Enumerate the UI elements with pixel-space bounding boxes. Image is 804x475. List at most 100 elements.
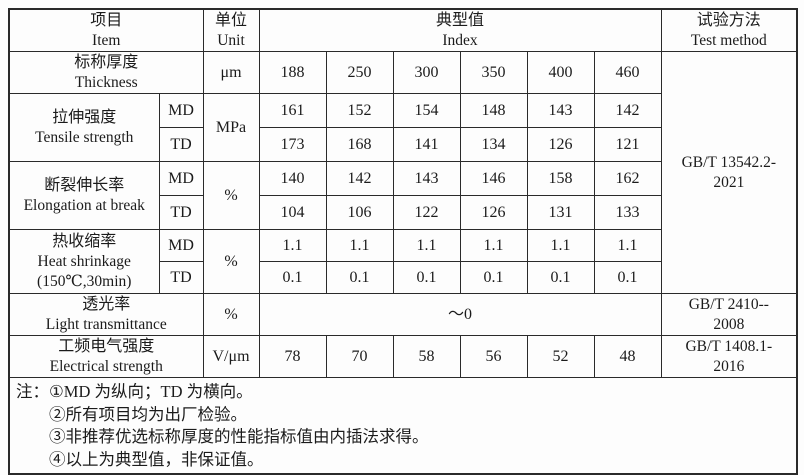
elongation-md-value: 143 (392, 161, 461, 197)
elongation-td-value: 133 (593, 195, 662, 231)
elongation-td-value: 122 (392, 195, 461, 231)
transmittance-label-en: Light transmittance (45, 315, 167, 333)
electrical-value: 78 (258, 335, 327, 379)
group-test-method: GB/T 13542.2- 2021 (660, 51, 798, 295)
tensile-td-value: 168 (325, 127, 394, 163)
shrinkage-td-row: TD 0.1 0.1 0.1 0.1 0.1 0.1 (9, 261, 797, 295)
shrinkage-label-en: Heat shrinkage (37, 253, 131, 271)
tensile-md-row: 拉伸强度 Tensile strength MD MPa 161 152 154… (8, 93, 797, 163)
tensile-md-value: 142 (593, 93, 662, 129)
thickness-label: 标称厚度 Thickness (8, 51, 204, 95)
shrinkage-md-value: 1.1 (392, 229, 461, 263)
shrinkage-md-value: 1.1 (593, 229, 662, 263)
shrinkage-md-value: 1.1 (459, 229, 528, 263)
spec-table: 项目 Item 单位 Unit 典型值 Index 试验方法 Test meth… (8, 8, 799, 475)
transmittance-row: 透光率 Light transmittance % ～0 GB/T 2410--… (8, 293, 798, 337)
electrical-unit: V/μm (202, 335, 260, 379)
elongation-td-value: 131 (526, 195, 595, 231)
elongation-label: 断裂伸长率 Elongation at break (8, 161, 160, 231)
tensile-label: 拉伸强度 Tensile strength (8, 93, 160, 163)
shrinkage-td-value: 0.1 (325, 261, 394, 295)
transmittance-unit: % (202, 293, 260, 337)
transmittance-label: 透光率 Light transmittance (8, 293, 204, 337)
shrinkage-td-value: 0.1 (459, 261, 528, 295)
header-index-zh: 典型值 (436, 12, 485, 29)
header-test-method: 试验方法 Test method (660, 8, 798, 53)
elongation-md-value: 142 (325, 161, 394, 197)
thickness-unit: μm (202, 51, 260, 95)
electrical-test-method: GB/T 1408.1- 2016 (660, 335, 798, 379)
notes-label: 注： (16, 382, 49, 402)
header-method-en: Test method (690, 31, 767, 49)
electrical-value: 52 (526, 335, 595, 379)
elongation-label-en: Elongation at break (23, 196, 145, 214)
thickness-value: 350 (459, 51, 528, 95)
elongation-md-value: 146 (459, 161, 528, 197)
note-item: ②所有项目均为出厂检验。 (49, 404, 247, 424)
elongation-md-value: 162 (593, 161, 662, 197)
thickness-value: 250 (325, 51, 394, 95)
shrinkage-md-row: 热收缩率 Heat shrinkage (150℃,30min) MD % 1.… (8, 229, 797, 295)
electrical-label-zh: 工频电气强度 (58, 338, 155, 356)
transmittance-label-zh: 透光率 (82, 296, 131, 314)
shrinkage-td-dir: TD (158, 261, 204, 295)
tensile-md-dir: MD (158, 93, 204, 129)
shrinkage-td-value: 0.1 (593, 261, 662, 295)
tensile-md-value: 154 (392, 93, 461, 129)
thickness-row: 标称厚度 Thickness μm 188 250 300 350 400 46… (8, 51, 798, 295)
thickness-value: 188 (258, 51, 327, 95)
shrinkage-md-value: 1.1 (325, 229, 394, 263)
tensile-td-dir: TD (158, 127, 204, 163)
shrinkage-label-zh: 热收缩率 (52, 233, 117, 251)
tensile-md-value: 143 (526, 93, 595, 129)
shrinkage-md-value: 1.1 (526, 229, 595, 263)
shrinkage-label: 热收缩率 Heat shrinkage (150℃,30min) (8, 229, 160, 295)
header-unit-en: Unit (217, 31, 245, 49)
elongation-td-dir: TD (158, 195, 204, 231)
tensile-md-value: 152 (325, 93, 394, 129)
electrical-label: 工频电气强度 Electrical strength (8, 335, 204, 379)
thickness-value: 300 (392, 51, 461, 95)
electrical-value: 58 (392, 335, 461, 379)
tensile-label-en: Tensile strength (35, 128, 134, 146)
elongation-md-dir: MD (158, 161, 204, 197)
note-item: ③非推荐优选标称厚度的性能指标值由内插法求得。 (49, 427, 429, 447)
shrinkage-label-condition: (150℃,30min) (37, 272, 132, 290)
thickness-value: 400 (526, 51, 595, 95)
shrinkage-md-dir: MD (158, 229, 204, 263)
shrinkage-td-value: 0.1 (526, 261, 595, 295)
header-row: 项目 Item 单位 Unit 典型值 Index 试验方法 Test meth… (8, 8, 798, 53)
header-index: 典型值 Index (258, 8, 662, 53)
tensile-td-value: 126 (526, 127, 595, 163)
electrical-row: 工频电气强度 Electrical strength V/μm 78 70 58… (8, 335, 798, 379)
tensile-md-value: 161 (258, 93, 327, 129)
tensile-unit: MPa (202, 93, 260, 163)
electrical-value: 48 (593, 335, 662, 379)
header-index-en: Index (442, 31, 478, 49)
elongation-td-row: TD 104 106 122 126 131 133 (9, 195, 797, 231)
header-unit: 单位 Unit (202, 8, 260, 53)
electrical-value: 70 (325, 335, 394, 379)
transmittance-value: ～0 (258, 293, 662, 337)
datasheet: 项目 Item 单位 Unit 典型值 Index 试验方法 Test meth… (8, 8, 799, 475)
tensile-td-value: 173 (258, 127, 327, 163)
header-item: 项目 Item (8, 8, 204, 53)
elongation-md-value: 140 (258, 161, 327, 197)
note-item: ④以上为典型值，非保证值。 (49, 449, 264, 469)
shrinkage-md-value: 1.1 (258, 229, 327, 263)
tensile-td-value: 121 (593, 127, 662, 163)
tensile-md-value: 148 (459, 93, 528, 129)
shrinkage-td-value: 0.1 (392, 261, 461, 295)
tensile-td-value: 141 (392, 127, 461, 163)
electrical-label-en: Electrical strength (49, 357, 163, 375)
elongation-label-zh: 断裂伸长率 (44, 177, 125, 195)
thickness-label-zh: 标称厚度 (74, 54, 139, 72)
elongation-td-value: 104 (258, 195, 327, 231)
thickness-label-en: Thickness (74, 73, 138, 91)
electrical-value: 56 (459, 335, 528, 379)
elongation-td-value: 126 (459, 195, 528, 231)
notes-section: 注： ①MD 为纵向；TD 为横向。 ②所有项目均为出厂检验。 ③非推荐优选标称… (8, 377, 798, 475)
note-item: ①MD 为纵向；TD 为横向。 (49, 382, 253, 402)
elongation-unit: % (202, 161, 260, 231)
header-unit-zh: 单位 (215, 12, 248, 29)
